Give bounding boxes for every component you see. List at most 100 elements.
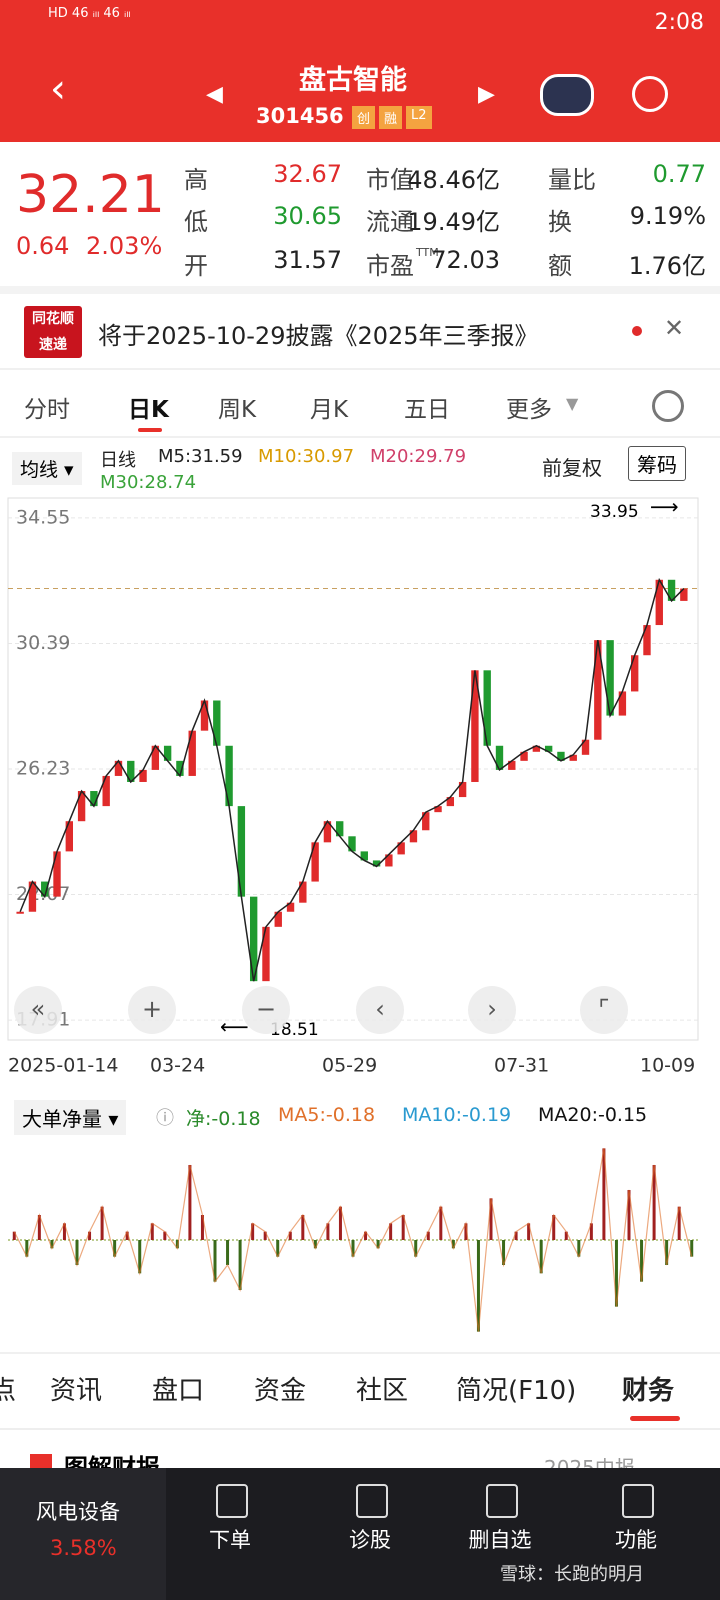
quote-label: 额 (548, 252, 572, 280)
flow-line (13, 1148, 693, 1332)
tab-caret: ▼ (566, 394, 579, 413)
chart-control[interactable] (468, 986, 516, 1034)
bottom-tab[interactable]: 资金 (254, 1376, 307, 1406)
quote-value: 32.67 (273, 160, 342, 188)
chart-control-icon: − (256, 995, 276, 1023)
bottom-tab[interactable]: 盘口 (152, 1376, 205, 1406)
chart-control[interactable] (356, 986, 404, 1034)
adjust[interactable]: 前复权 (542, 456, 602, 480)
ma10: M10:30.97 (258, 446, 355, 467)
candle (16, 911, 24, 914)
nav-icon[interactable] (486, 1484, 518, 1518)
candle (237, 806, 246, 897)
nav-item[interactable]: 功能 (615, 1528, 657, 1552)
candle (409, 830, 418, 843)
period-tab[interactable]: 日K (128, 397, 169, 423)
candle (655, 579, 663, 626)
x-tick-label: 07-31 (494, 1055, 549, 1077)
settings-icon[interactable] (652, 390, 684, 422)
quote-label: 市值 (366, 166, 414, 194)
candle (77, 791, 86, 822)
candle (581, 739, 590, 755)
nav-icon[interactable] (356, 1484, 388, 1518)
candle (163, 745, 172, 761)
candle (176, 760, 184, 776)
nav-item[interactable]: 下单 (209, 1528, 251, 1552)
chart-control[interactable] (242, 986, 290, 1034)
clock: 2:08 (654, 10, 704, 35)
nav-item[interactable]: 诊股 (349, 1528, 391, 1552)
divider (0, 436, 720, 438)
quote-value: 72.03 (431, 246, 500, 274)
candle (151, 745, 160, 770)
chart-control[interactable] (580, 986, 628, 1034)
divider (0, 368, 720, 370)
next-stock[interactable]: ▶ (478, 82, 495, 107)
flow-selector[interactable]: 大单净量 ▾ (14, 1100, 127, 1135)
quote-value: 30.65 (273, 202, 342, 230)
candle (471, 670, 479, 782)
ma30: M30:28.74 (100, 472, 197, 493)
chart-control-icon: ‹ (375, 995, 385, 1023)
bottom-tab[interactable]: 财务 (622, 1376, 675, 1406)
candle (594, 640, 602, 740)
chart-control-icon: « (31, 995, 46, 1023)
quote-label: 市盈 (366, 252, 414, 280)
candle (495, 745, 504, 770)
candle (557, 751, 565, 761)
bottom-tab[interactable]: 点 (0, 1376, 17, 1406)
sector-name: 风电设备 (36, 1500, 120, 1524)
chart-control[interactable] (14, 986, 62, 1034)
chart-control-icon: ⌜ (598, 995, 609, 1023)
candle (446, 797, 455, 807)
quote-label: 低 (184, 208, 208, 236)
candle (360, 851, 368, 861)
candle (532, 745, 541, 752)
period-tab[interactable]: 更多 (506, 397, 552, 423)
ma20: M20:29.79 (370, 446, 467, 467)
chart-control[interactable] (128, 986, 176, 1034)
period-tab[interactable]: 周K (218, 397, 257, 423)
y-tick-label: 26.23 (16, 758, 70, 780)
period-tab[interactable]: 五日 (404, 397, 450, 423)
x-tick-label: 03-24 (150, 1055, 205, 1077)
sector-cell[interactable] (0, 1468, 166, 1600)
tag: L2 (406, 106, 432, 129)
watermark: 雪球：长跑的明月 (500, 1564, 644, 1585)
x-tick-label: 05-29 (322, 1055, 377, 1077)
candle (213, 700, 221, 746)
bottom-tab[interactable]: 社区 (356, 1376, 409, 1406)
candle (249, 896, 258, 982)
bottom-tab[interactable]: 资讯 (50, 1376, 103, 1406)
quote-value: 31.57 (273, 246, 342, 274)
back-button[interactable]: ‹ (50, 66, 66, 112)
nav-icon[interactable] (622, 1484, 654, 1518)
nav-icon[interactable] (216, 1484, 248, 1518)
candle (483, 670, 491, 746)
candle (262, 926, 270, 982)
candle (397, 842, 405, 855)
ma-selector[interactable]: 均线 ▾ (12, 452, 82, 485)
candle (520, 751, 528, 761)
news-close[interactable]: ✕ (664, 314, 685, 342)
search-icon[interactable] (632, 76, 668, 112)
candle (606, 640, 614, 716)
robot-icon[interactable] (540, 74, 594, 116)
help-icon[interactable]: ⓘ (156, 1108, 174, 1129)
change-pct: 2.03% (86, 232, 163, 260)
candle (569, 754, 577, 761)
quote-label-sup: TTM (416, 246, 439, 259)
period-tab[interactable]: 月K (310, 397, 349, 423)
bottom-tab[interactable]: 简况(F10) (456, 1376, 577, 1406)
news-dot (632, 326, 642, 336)
news-text[interactable]: 将于2025-10-29披露《2025年三季报》 (98, 322, 539, 350)
tab-underline (138, 428, 162, 432)
period-tab[interactable]: 分时 (24, 397, 70, 423)
prev-stock[interactable]: ◀ (206, 82, 223, 107)
chips-button[interactable]: 筹码 (628, 446, 686, 481)
close-line (19, 577, 685, 982)
tags: 创融 L2 (352, 106, 432, 129)
high-label: 33.95 (590, 502, 639, 522)
nav-item[interactable]: 删自选 (468, 1528, 532, 1552)
candle (114, 760, 123, 776)
